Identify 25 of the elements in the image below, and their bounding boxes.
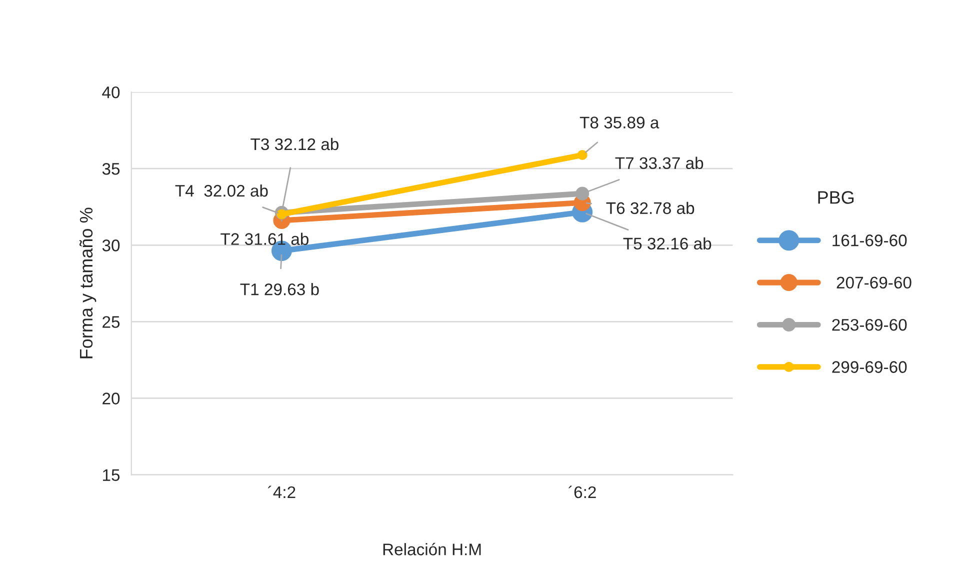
x-tick-label: ´6:2 — [568, 486, 596, 498]
legend-label: 299-69-60 — [832, 361, 907, 373]
annotation: T5 32.16 ab — [623, 237, 712, 250]
annotation: T6 32.78 ab — [606, 202, 694, 214]
annotation: T4 32.02 ab — [175, 184, 268, 197]
y-tick-label: 20 — [102, 392, 120, 404]
y-tick-label: 40 — [102, 86, 120, 98]
legend-label: 161-69-60 — [832, 234, 907, 246]
annotation: T2 31.61 ab — [220, 232, 308, 245]
y-axis-title: Forma y tamaño % — [79, 208, 96, 358]
point — [577, 150, 588, 160]
y-tick-label: 30 — [102, 240, 120, 252]
x-tick-label: ´4:2 — [268, 486, 296, 498]
legend-title: PBG — [818, 191, 854, 204]
point — [576, 186, 590, 200]
y-tick-label: 15 — [103, 469, 120, 481]
annotation: T1 29.63 b — [240, 283, 319, 296]
annotation: T7 33.37 ab — [615, 156, 704, 170]
y-tick-label: 25 — [102, 316, 120, 328]
legend-label: 253-69-60 — [832, 318, 907, 331]
x-axis-title: Relación H:M — [383, 542, 481, 556]
legend-label: 207-69-60 — [836, 276, 912, 289]
y-tick-label: 35 — [102, 163, 120, 175]
annotation: T8 35.89 a — [580, 116, 660, 128]
annotation: T3 32.12 ab — [250, 138, 338, 150]
